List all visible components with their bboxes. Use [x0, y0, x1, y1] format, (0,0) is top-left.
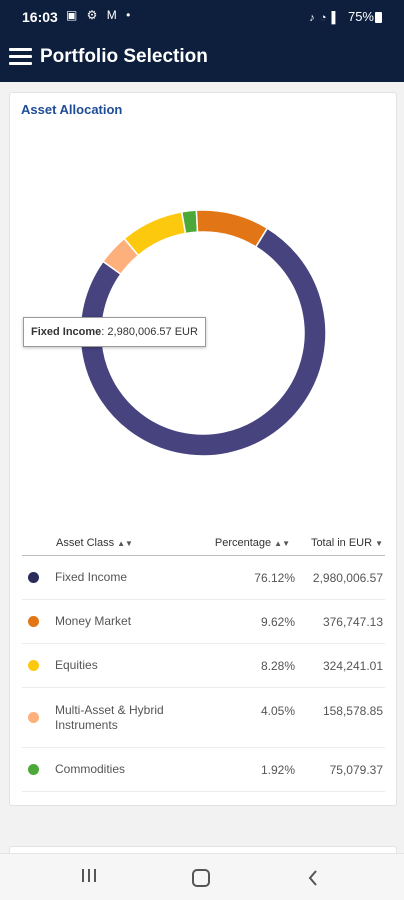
- row-total: 75,079.37: [329, 763, 383, 777]
- row-asset-class: Multi-Asset & Hybrid Instruments: [55, 703, 164, 732]
- tooltip-value: : 2,980,006.57 EUR: [101, 326, 198, 338]
- row-asset-class: Equities: [55, 658, 98, 672]
- sort-icon: ▲▼: [117, 539, 133, 548]
- table-row[interactable]: Fixed Income 76.12% 2,980,006.57: [22, 556, 385, 600]
- legend-dot-icon: [28, 616, 39, 627]
- donut-slice-fixed-income[interactable]: [79, 227, 327, 457]
- status-right: ♪ ◔ ▌ 75%: [309, 9, 374, 24]
- menu-icon[interactable]: [8, 44, 34, 70]
- legend-dot-icon: [28, 660, 39, 671]
- section-title: Asset Allocation: [21, 102, 123, 117]
- column-percentage[interactable]: Percentage ▲▼: [215, 537, 290, 549]
- row-total: 2,980,006.57: [312, 571, 383, 585]
- signal-icons: ♪ ◔ ▌: [309, 12, 341, 24]
- column-total[interactable]: Total in EUR ▼: [311, 537, 383, 549]
- table-row[interactable]: Commodities 1.92% 75,079.37: [22, 748, 385, 792]
- back-icon[interactable]: [306, 868, 320, 888]
- table-row[interactable]: Money Market 9.62% 376,747.13: [22, 600, 385, 644]
- legend-dot-icon: [28, 764, 39, 775]
- battery-percent: 75%: [347, 9, 374, 24]
- home-icon[interactable]: [192, 869, 210, 887]
- notification-icons: ▣ ⚙ M •: [66, 8, 134, 22]
- table-row[interactable]: Equities 8.28% 324,241.01: [22, 644, 385, 688]
- app-bar: Portfolio Selection: [0, 34, 404, 82]
- status-bar: 16:03 ▣ ⚙ M • ♪ ◔ ▌ 75%: [0, 0, 404, 34]
- column-asset-class-label: Asset Class: [56, 537, 115, 549]
- table-row[interactable]: Multi-Asset & Hybrid Instruments 4.05% 1…: [22, 688, 385, 748]
- column-percentage-label: Percentage: [214, 537, 272, 549]
- row-percentage: 76.12%: [254, 571, 295, 585]
- row-total: 376,747.13: [322, 615, 383, 629]
- row-asset-class: Fixed Income: [55, 570, 128, 584]
- tooltip-label: Fixed Income: [31, 326, 102, 338]
- legend-dot-icon: [28, 572, 39, 583]
- legend-dot-icon: [28, 712, 39, 723]
- recents-icon[interactable]: [80, 866, 98, 884]
- chart-tooltip: Fixed Income: 2,980,006.57 EUR: [23, 317, 206, 347]
- row-percentage: 1.92%: [260, 763, 295, 777]
- column-total-label: Total in EUR: [310, 537, 373, 549]
- row-total: 324,241.01: [322, 659, 383, 673]
- sort-icon: ▲▼: [274, 539, 290, 548]
- system-nav-bar: [0, 853, 404, 900]
- page-title: Portfolio Selection: [40, 46, 208, 67]
- sort-desc-icon: ▼: [375, 539, 383, 548]
- row-percentage: 4.05%: [260, 704, 295, 718]
- row-total: 158,578.85: [322, 704, 383, 718]
- row-asset-class: Money Market: [55, 614, 132, 628]
- donut-slice-equities[interactable]: [123, 210, 187, 257]
- row-asset-class: Commodities: [55, 762, 126, 776]
- table-header: Asset Class ▲▼ Percentage ▲▼ Total in EUR ▼: [22, 530, 385, 556]
- row-percentage: 8.28%: [260, 659, 295, 673]
- row-percentage: 9.62%: [260, 615, 295, 629]
- battery-icon: [375, 12, 382, 23]
- status-time: 16:03: [22, 9, 58, 25]
- column-asset-class[interactable]: Asset Class ▲▼: [56, 537, 133, 549]
